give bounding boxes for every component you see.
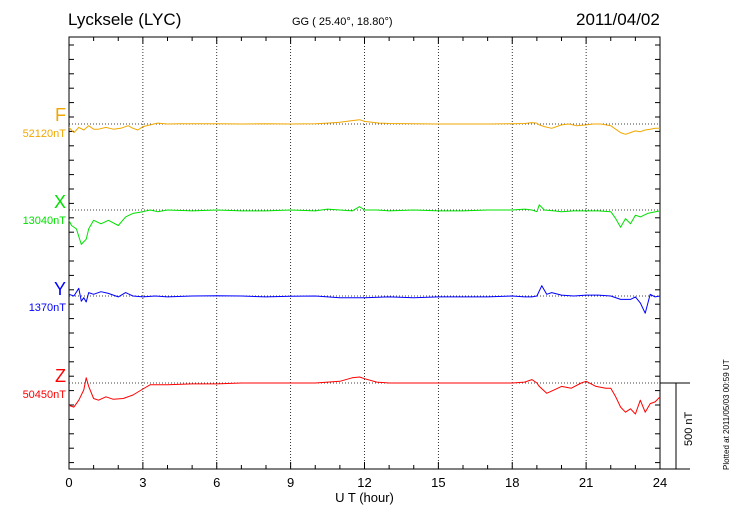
- component-name: Z: [55, 366, 66, 386]
- component-name: X: [53, 192, 66, 212]
- x-tick-label: 24: [653, 475, 667, 490]
- series-line-y: [68, 285, 661, 314]
- component-name: F: [55, 105, 66, 125]
- component-name: Y: [53, 279, 66, 299]
- station-title: Lycksele (LYC): [68, 10, 182, 29]
- series-line-f: [68, 119, 660, 135]
- component-label-z: Z 50450nT: [6, 366, 66, 401]
- geographic-coords: GG ( 25.40°, 18.80°): [292, 16, 393, 28]
- plot-date: 2011/04/02: [576, 10, 660, 29]
- component-baseline: 50450nT: [22, 389, 66, 401]
- component-label-y: Y 1370nT: [6, 279, 66, 314]
- x-axis-label: U T (hour): [335, 490, 394, 505]
- x-tick-label: 3: [139, 475, 146, 490]
- component-baseline: 52120nT: [22, 128, 66, 140]
- x-tick-label: 12: [357, 475, 371, 490]
- scale-bar-label: 500 nT: [683, 411, 695, 446]
- component-label-f: F 52120nT: [6, 105, 66, 140]
- x-tick-label: 18: [505, 475, 519, 490]
- component-label-x: X 13040nT: [6, 192, 66, 227]
- x-tick-label: 6: [213, 475, 220, 490]
- x-tick-label: 21: [579, 475, 593, 490]
- component-baseline: 1370nT: [28, 302, 66, 314]
- component-baseline: 13040nT: [22, 215, 66, 227]
- x-tick-label: 15: [431, 475, 445, 490]
- series-line-z: [68, 376, 661, 415]
- x-tick-label: 0: [65, 475, 72, 490]
- series-line-x: [68, 204, 661, 245]
- x-tick-label: 9: [287, 475, 294, 490]
